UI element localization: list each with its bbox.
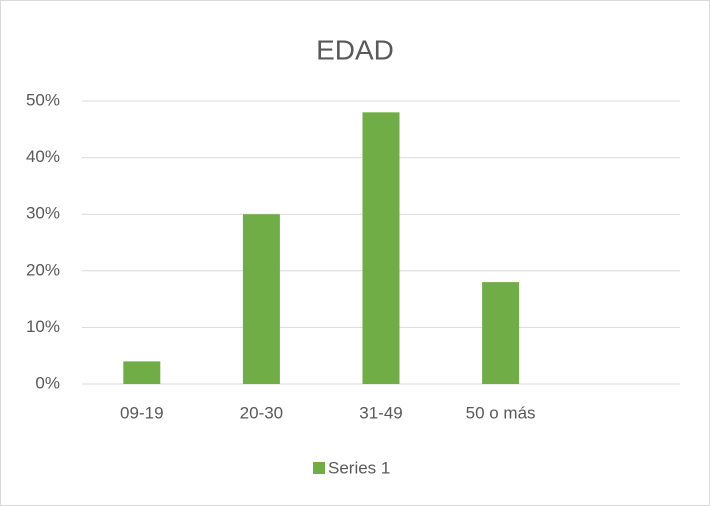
x-tick-label: 31-49 [359,403,402,422]
y-tick-label: 30% [26,204,60,223]
y-tick-label: 20% [26,260,60,279]
legend-label: Series 1 [328,458,390,477]
bar [242,214,280,384]
bar [362,112,400,384]
legend-swatch [313,462,325,474]
x-tick-label: 20-30 [240,403,283,422]
y-tick-label: 0% [35,373,60,392]
y-tick-label: 50% [26,90,60,109]
x-tick-label: 50 o más [466,403,536,422]
x-tick-label: 09-19 [120,403,163,422]
chart-title: EDAD [316,34,394,65]
bar [482,282,520,384]
y-tick-label: 40% [26,147,60,166]
y-tick-label: 10% [26,317,60,336]
bar [123,361,161,384]
